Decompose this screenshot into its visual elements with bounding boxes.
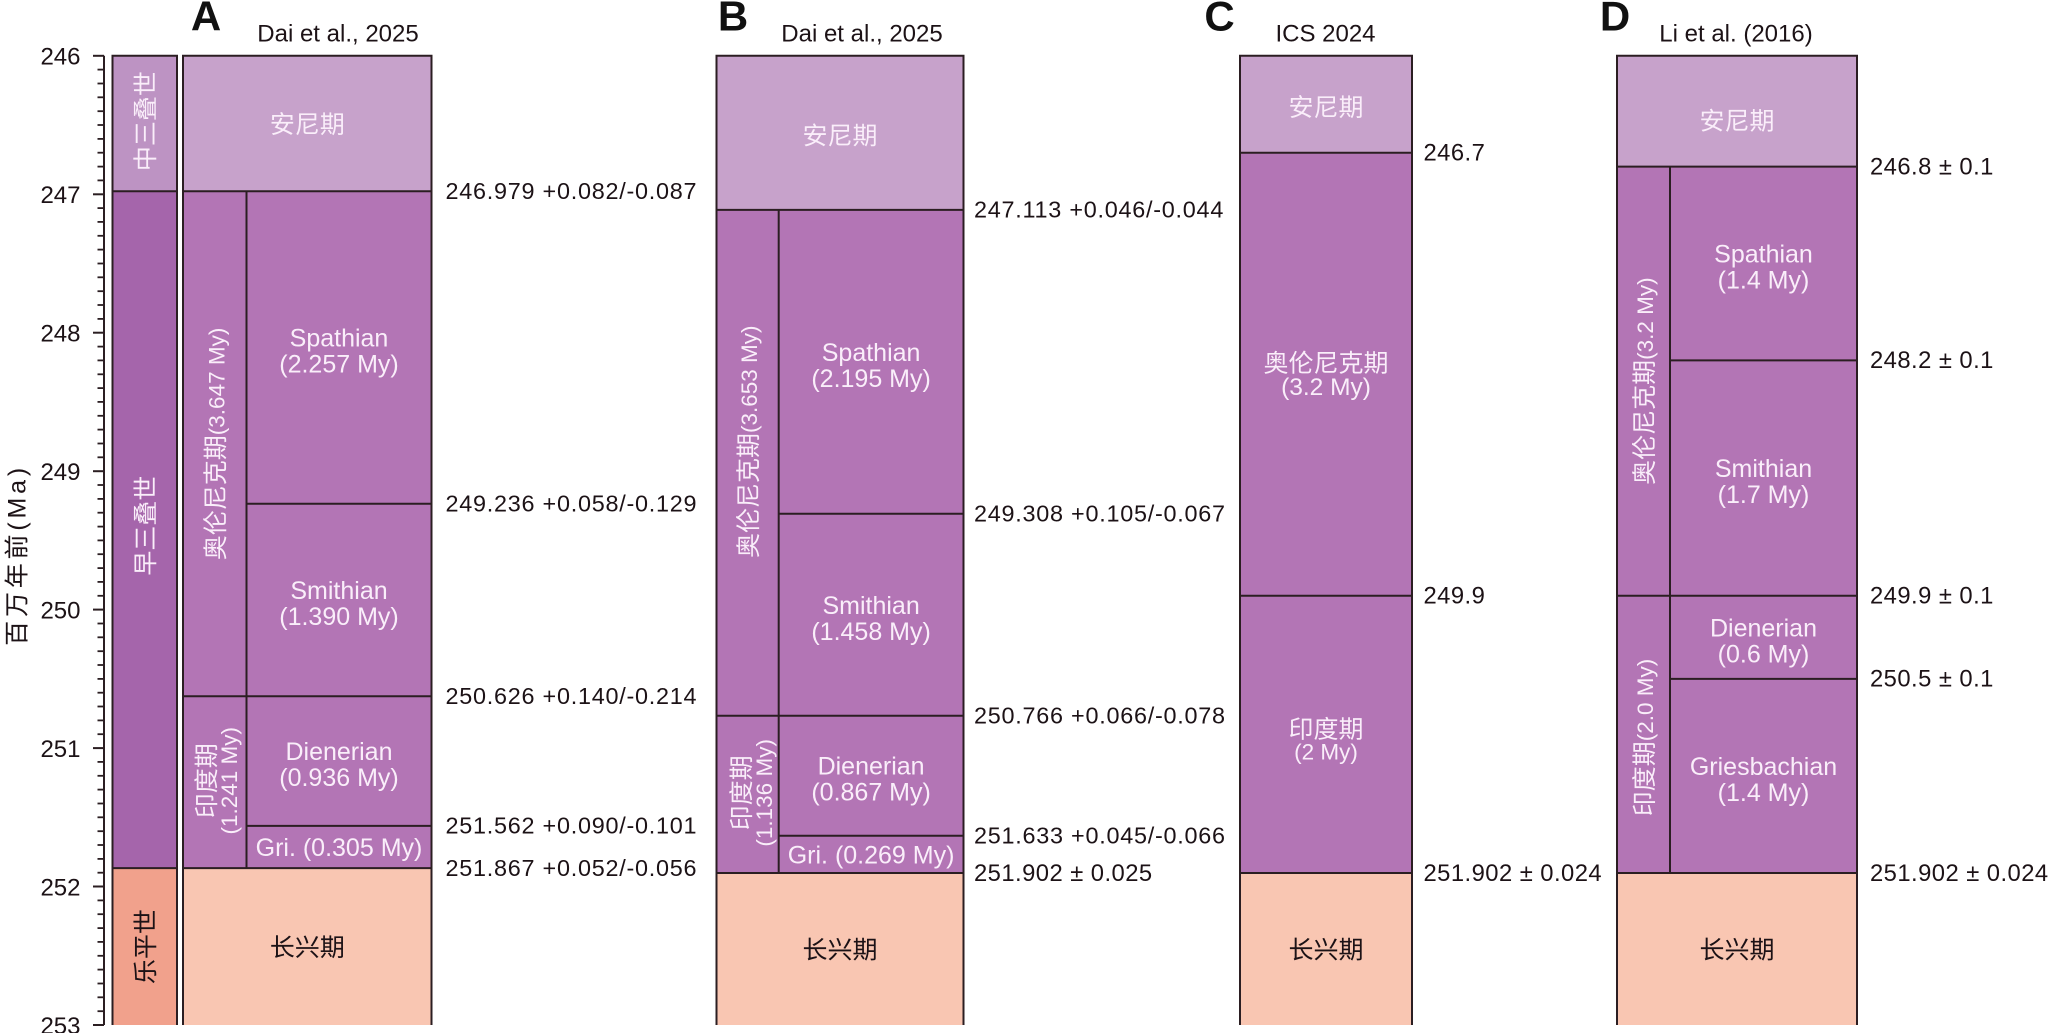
svg-text:ICS 2024: ICS 2024 <box>1275 21 1375 48</box>
svg-text:250.5 ± 0.1: 250.5 ± 0.1 <box>1870 666 1994 693</box>
svg-text:B: B <box>718 0 748 40</box>
svg-text:246.7: 246.7 <box>1424 140 1486 167</box>
svg-text:Gri. (0.269 My): Gri. (0.269 My) <box>788 841 955 869</box>
svg-text:(2.257 My): (2.257 My) <box>279 351 398 379</box>
svg-text:(0.867 My): (0.867 My) <box>811 779 930 807</box>
svg-text:248: 248 <box>40 321 80 348</box>
svg-text:Li et al. (2016): Li et al. (2016) <box>1659 21 1812 48</box>
svg-text:247.113 +0.046/-0.044: 247.113 +0.046/-0.044 <box>974 197 1224 223</box>
svg-text:250: 250 <box>40 597 80 624</box>
svg-text:(1.458 My): (1.458 My) <box>811 618 930 646</box>
svg-text:251.902 ± 0.024: 251.902 ± 0.024 <box>1424 860 1603 887</box>
svg-text:Dai et al., 2025: Dai et al., 2025 <box>781 21 942 48</box>
svg-text:(2.0 My): (2.0 My) <box>1633 659 1658 742</box>
svg-text:246.8 ± 0.1: 246.8 ± 0.1 <box>1870 153 1994 180</box>
svg-text:251.867 +0.052/-0.056: 251.867 +0.052/-0.056 <box>446 855 698 881</box>
svg-text:Smithian: Smithian <box>290 577 387 605</box>
svg-text:252: 252 <box>40 874 80 901</box>
svg-text:249.236 +0.058/-0.129: 249.236 +0.058/-0.129 <box>446 491 698 517</box>
svg-text:D: D <box>1600 0 1630 40</box>
svg-text:(2.195 My): (2.195 My) <box>811 365 930 393</box>
svg-text:247: 247 <box>40 182 80 209</box>
svg-text:249.308 +0.105/-0.067: 249.308 +0.105/-0.067 <box>974 501 1226 527</box>
svg-text:249: 249 <box>40 459 80 486</box>
svg-text:(1.4 My): (1.4 My) <box>1718 267 1810 295</box>
svg-text:Dai et al., 2025: Dai et al., 2025 <box>257 21 418 48</box>
svg-text:251.562 +0.090/-0.101: 251.562 +0.090/-0.101 <box>446 813 698 839</box>
svg-text:(2 My): (2 My) <box>1294 739 1358 764</box>
svg-text:250.626 +0.140/-0.214: 250.626 +0.140/-0.214 <box>446 683 698 709</box>
svg-text:250.766 +0.066/-0.078: 250.766 +0.066/-0.078 <box>974 703 1226 729</box>
svg-text:A: A <box>191 0 221 40</box>
svg-text:Griesbachian: Griesbachian <box>1690 753 1837 781</box>
svg-text:(3.653 My): (3.653 My) <box>737 325 762 433</box>
svg-text:Spathian: Spathian <box>822 339 921 367</box>
svg-text:Dienerian: Dienerian <box>818 753 925 781</box>
svg-text:251.902 ± 0.025: 251.902 ± 0.025 <box>974 860 1153 887</box>
svg-text:249.9 ± 0.1: 249.9 ± 0.1 <box>1870 583 1994 610</box>
svg-text:(1.4 My): (1.4 My) <box>1718 779 1810 807</box>
svg-text:251.633 +0.045/-0.066: 251.633 +0.045/-0.066 <box>974 823 1226 849</box>
svg-text:(1.390 My): (1.390 My) <box>279 603 398 631</box>
svg-text:Spathian: Spathian <box>1714 241 1813 269</box>
svg-text:(Ma): (Ma) <box>4 464 32 531</box>
svg-text:(0.6 My): (0.6 My) <box>1718 640 1810 668</box>
svg-text:(1.7 My): (1.7 My) <box>1718 481 1810 509</box>
svg-text:(3.2 My): (3.2 My) <box>1633 277 1658 360</box>
svg-text:(3.2 My): (3.2 My) <box>1281 374 1371 401</box>
svg-text:(1.241 My): (1.241 My) <box>217 727 242 835</box>
svg-text:Dienerian: Dienerian <box>1710 614 1817 642</box>
svg-text:Smithian: Smithian <box>1715 455 1812 483</box>
svg-text:Dienerian: Dienerian <box>285 738 392 766</box>
svg-text:248.2 ± 0.1: 248.2 ± 0.1 <box>1870 347 1994 374</box>
svg-text:251: 251 <box>40 736 80 763</box>
svg-text:Gri. (0.305 My): Gri. (0.305 My) <box>256 834 423 862</box>
svg-text:251.902 ± 0.024: 251.902 ± 0.024 <box>1870 860 2048 887</box>
svg-text:246.979 +0.082/-0.087: 246.979 +0.082/-0.087 <box>446 178 698 204</box>
svg-text:249.9: 249.9 <box>1424 583 1486 610</box>
svg-text:246: 246 <box>40 44 80 71</box>
svg-text:(0.936 My): (0.936 My) <box>279 764 398 792</box>
svg-text:(1.136 My): (1.136 My) <box>752 739 777 847</box>
svg-text:253: 253 <box>40 1013 80 1033</box>
svg-text:(3.647 My): (3.647 My) <box>204 328 229 436</box>
svg-text:C: C <box>1204 0 1234 40</box>
svg-text:Spathian: Spathian <box>290 325 389 353</box>
svg-text:Smithian: Smithian <box>822 592 919 620</box>
